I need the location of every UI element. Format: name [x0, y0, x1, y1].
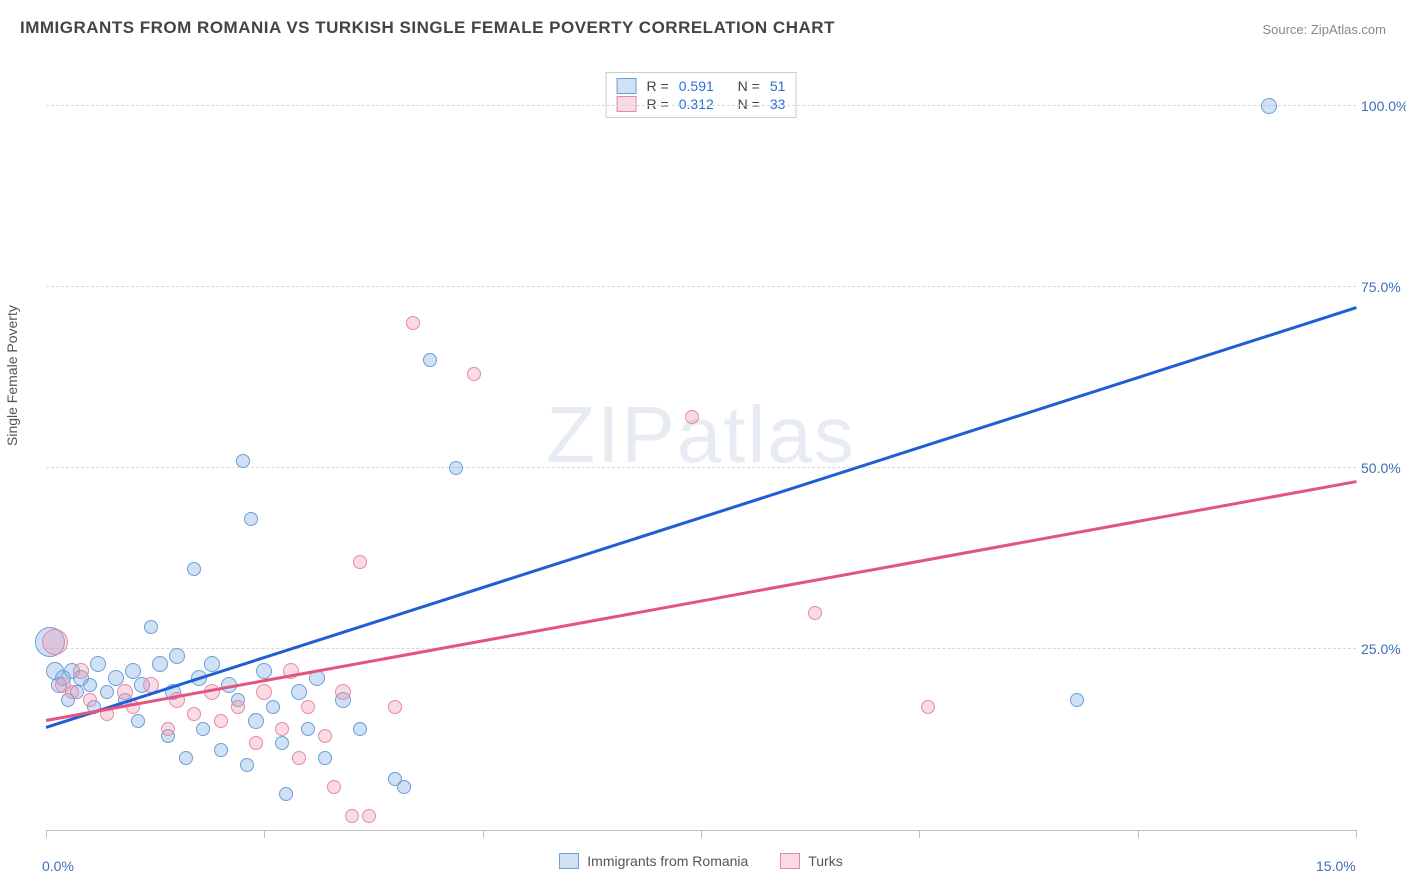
r-value-romania[interactable]: 0.591: [679, 78, 714, 94]
r-label: R =: [647, 78, 669, 94]
scatter-point[interactable]: [152, 656, 168, 672]
legend-row-turks: R = 0.312 N = 33: [617, 95, 786, 113]
scatter-point[interactable]: [187, 707, 201, 721]
scatter-point[interactable]: [685, 410, 699, 424]
scatter-point[interactable]: [921, 700, 935, 714]
grid-line: [46, 648, 1356, 649]
x-tick: [1138, 830, 1139, 838]
source-attribution: Source: ZipAtlas.com: [1262, 22, 1386, 37]
scatter-point[interactable]: [301, 700, 315, 714]
scatter-point[interactable]: [1070, 693, 1084, 707]
x-tick: [919, 830, 920, 838]
scatter-point[interactable]: [169, 648, 185, 664]
scatter-point[interactable]: [292, 751, 306, 765]
swatch-turks: [780, 853, 800, 869]
x-axis-start-label: 0.0%: [42, 858, 74, 874]
scatter-point[interactable]: [335, 684, 351, 700]
scatter-point[interactable]: [83, 693, 97, 707]
n-label: N =: [738, 96, 760, 112]
r-label: R =: [647, 96, 669, 112]
y-tick-label: 50.0%: [1361, 460, 1406, 476]
source-prefix: Source:: [1262, 22, 1310, 37]
y-tick-label: 25.0%: [1361, 641, 1406, 657]
scatter-point[interactable]: [249, 736, 263, 750]
scatter-point[interactable]: [318, 751, 332, 765]
swatch-turks: [617, 96, 637, 112]
swatch-romania: [559, 853, 579, 869]
scatter-point[interactable]: [108, 670, 124, 686]
scatter-point[interactable]: [244, 512, 258, 526]
scatter-point[interactable]: [73, 663, 89, 679]
legend-label-turks: Turks: [808, 853, 842, 869]
correlation-legend: R = 0.591 N = 51 R = 0.312 N = 33: [606, 72, 797, 118]
source-name: ZipAtlas.com: [1311, 22, 1386, 37]
scatter-point[interactable]: [808, 606, 822, 620]
scatter-point[interactable]: [240, 758, 254, 772]
x-tick: [483, 830, 484, 838]
x-axis-end-label: 15.0%: [1316, 858, 1356, 874]
x-tick: [46, 830, 47, 838]
swatch-romania: [617, 78, 637, 94]
r-value-turks[interactable]: 0.312: [679, 96, 714, 112]
scatter-point[interactable]: [187, 562, 201, 576]
scatter-point[interactable]: [318, 729, 332, 743]
scatter-point[interactable]: [83, 678, 97, 692]
scatter-point[interactable]: [275, 736, 289, 750]
y-tick-label: 100.0%: [1361, 98, 1406, 114]
scatter-point[interactable]: [144, 620, 158, 634]
legend-item-turks: Turks: [780, 853, 842, 869]
x-tick: [701, 830, 702, 838]
scatter-point[interactable]: [100, 685, 114, 699]
scatter-point[interactable]: [362, 809, 376, 823]
scatter-point[interactable]: [131, 714, 145, 728]
legend-row-romania: R = 0.591 N = 51: [617, 77, 786, 95]
scatter-point[interactable]: [214, 743, 228, 757]
x-tick: [264, 830, 265, 838]
n-value-romania[interactable]: 51: [770, 78, 786, 94]
scatter-point[interactable]: [214, 714, 228, 728]
scatter-point[interactable]: [406, 316, 420, 330]
series-legend: Immigrants from Romania Turks: [46, 853, 1356, 872]
scatter-point[interactable]: [397, 780, 411, 794]
scatter-point[interactable]: [161, 722, 175, 736]
scatter-point[interactable]: [388, 700, 402, 714]
scatter-point[interactable]: [125, 663, 141, 679]
chart-title: IMMIGRANTS FROM ROMANIA VS TURKISH SINGL…: [20, 18, 835, 38]
scatter-point[interactable]: [179, 751, 193, 765]
scatter-point[interactable]: [42, 629, 68, 655]
scatter-point[interactable]: [353, 555, 367, 569]
scatter-point[interactable]: [1261, 98, 1277, 114]
scatter-point[interactable]: [90, 656, 106, 672]
scatter-point[interactable]: [204, 656, 220, 672]
legend-item-romania: Immigrants from Romania: [559, 853, 748, 869]
scatter-plot-area: ZIPatlas R = 0.591 N = 51 R = 0.312 N = …: [46, 70, 1356, 831]
n-value-turks[interactable]: 33: [770, 96, 786, 112]
x-tick: [1356, 830, 1357, 838]
scatter-point[interactable]: [449, 461, 463, 475]
y-axis-title: Single Female Poverty: [4, 305, 20, 446]
grid-line: [46, 105, 1356, 106]
scatter-point[interactable]: [327, 780, 341, 794]
y-tick-label: 75.0%: [1361, 279, 1406, 295]
scatter-point[interactable]: [301, 722, 315, 736]
scatter-point[interactable]: [65, 685, 79, 699]
scatter-point[interactable]: [279, 787, 293, 801]
scatter-point[interactable]: [256, 663, 272, 679]
scatter-point[interactable]: [423, 353, 437, 367]
scatter-point[interactable]: [248, 713, 264, 729]
scatter-point[interactable]: [196, 722, 210, 736]
n-label: N =: [738, 78, 760, 94]
scatter-point[interactable]: [275, 722, 289, 736]
scatter-point[interactable]: [256, 684, 272, 700]
scatter-point[interactable]: [353, 722, 367, 736]
grid-line: [46, 286, 1356, 287]
scatter-point[interactable]: [266, 700, 280, 714]
legend-label-romania: Immigrants from Romania: [587, 853, 748, 869]
scatter-point[interactable]: [291, 684, 307, 700]
scatter-point[interactable]: [345, 809, 359, 823]
scatter-point[interactable]: [231, 700, 245, 714]
scatter-point[interactable]: [236, 454, 250, 468]
scatter-point[interactable]: [467, 367, 481, 381]
